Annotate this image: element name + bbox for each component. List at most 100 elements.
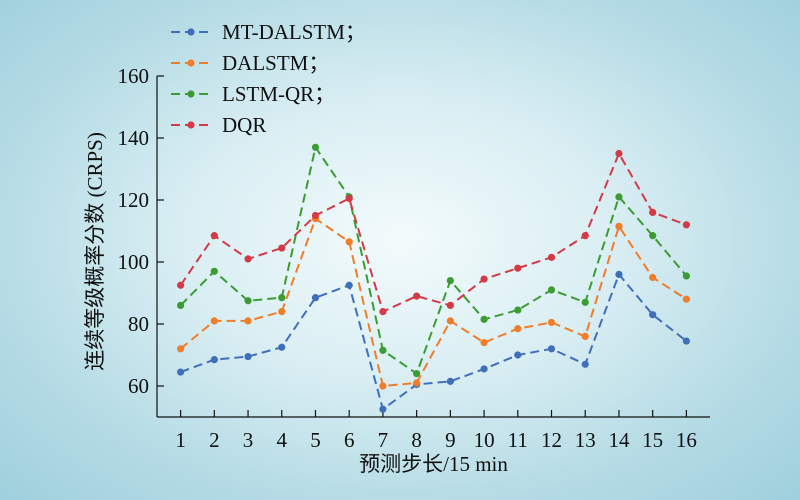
data-point (278, 244, 286, 252)
data-point (446, 377, 454, 385)
series-3 (177, 143, 690, 378)
y-tick-label: 160 (118, 64, 150, 88)
data-point (311, 143, 320, 151)
data-point (446, 317, 454, 325)
data-point (345, 238, 353, 246)
series-2 (177, 215, 690, 390)
data-point (480, 339, 488, 347)
legend-label: DALSTM； (222, 51, 329, 75)
data-point (514, 351, 522, 359)
y-axis-title: 连续等级概率分数 (CRPS) (83, 132, 107, 371)
y-tick-label: 140 (118, 126, 150, 150)
data-point (345, 194, 353, 203)
y-tick-label: 60 (128, 374, 149, 398)
data-point (547, 286, 556, 294)
x-axis-title: 预测步长/15 min (359, 452, 508, 476)
series-line (179, 151, 687, 313)
x-tick-label: 10 (474, 428, 495, 452)
data-point (547, 318, 556, 327)
data-point (311, 211, 320, 220)
x-tick-label: 9 (445, 428, 456, 452)
data-point (244, 352, 252, 361)
data-point (278, 294, 286, 302)
legend: MT-DALSTM； DALSTM； LSTM-QR； DQR (171, 20, 366, 137)
data-point (446, 277, 454, 285)
data-point (581, 360, 589, 368)
data-point (244, 317, 252, 325)
x-tick-label: 14 (608, 428, 630, 452)
data-point (413, 292, 421, 300)
legend-label: DQR (222, 113, 266, 137)
data-point (244, 297, 252, 305)
x-tick-label: 15 (642, 428, 663, 452)
data-point (649, 232, 657, 240)
series-line (180, 272, 688, 411)
data-point (413, 370, 421, 378)
data-point (514, 264, 522, 272)
data-point (682, 337, 690, 345)
data-point (682, 295, 690, 303)
data-point (581, 232, 589, 240)
legend-marker (187, 121, 195, 129)
data-point (177, 345, 185, 353)
data-point (581, 332, 589, 340)
data-point (379, 405, 387, 413)
y-tick-label: 100 (118, 250, 150, 274)
data-point (177, 368, 185, 376)
x-tick-label: 1 (175, 428, 186, 452)
legend-marker (187, 59, 195, 67)
data-point (514, 325, 522, 333)
data-point (177, 301, 185, 309)
data-point (210, 232, 218, 240)
legend-item: LSTM-QR； (171, 82, 335, 106)
data-point (581, 298, 589, 306)
series-1 (177, 270, 690, 413)
series-4 (177, 149, 690, 316)
data-point (682, 221, 690, 229)
data-point (615, 222, 623, 230)
x-tick-label: 6 (344, 428, 355, 452)
data-point (379, 308, 387, 316)
x-tick-label: 3 (243, 428, 254, 452)
x-tick-label: 8 (411, 428, 422, 452)
data-point (480, 315, 488, 323)
x-tick-label: 4 (277, 428, 288, 452)
data-point (480, 365, 488, 373)
data-point (649, 311, 657, 319)
x-axis-ticks: 1 2 3 4 5 6 7 8 9 10 11 12 13 14 15 16 (175, 410, 697, 452)
data-point (649, 208, 657, 216)
legend-item: DQR (171, 113, 266, 137)
data-point (210, 317, 218, 325)
legend-marker (187, 28, 195, 36)
data-point (682, 272, 690, 280)
data-point (615, 149, 623, 158)
x-tick-label: 12 (541, 428, 562, 452)
data-point (244, 255, 252, 263)
y-tick-label: 120 (118, 188, 150, 212)
x-tick-label: 5 (310, 428, 321, 452)
plot-axes (156, 76, 710, 418)
data-point (278, 343, 286, 351)
data-point (379, 382, 387, 390)
series-line (179, 144, 688, 376)
x-tick-label: 13 (575, 428, 596, 452)
y-axis-ticks: 60 80 100 120 140 160 (118, 64, 164, 398)
data-point (177, 281, 185, 289)
data-point (514, 306, 522, 314)
data-point (446, 301, 454, 309)
data-point (480, 275, 488, 283)
data-point (278, 308, 286, 316)
data-point (210, 267, 218, 275)
legend-label: MT-DALSTM； (222, 20, 366, 44)
series-line (179, 217, 687, 388)
legend-label: LSTM-QR； (222, 82, 335, 106)
y-tick-label: 80 (128, 312, 149, 336)
x-tick-label: 16 (676, 428, 697, 452)
legend-marker (187, 90, 195, 98)
data-point (547, 253, 556, 261)
legend-item: MT-DALSTM； (171, 20, 366, 44)
legend-item: DALSTM； (171, 51, 329, 75)
data-point (615, 193, 623, 201)
series-layer (177, 143, 690, 413)
